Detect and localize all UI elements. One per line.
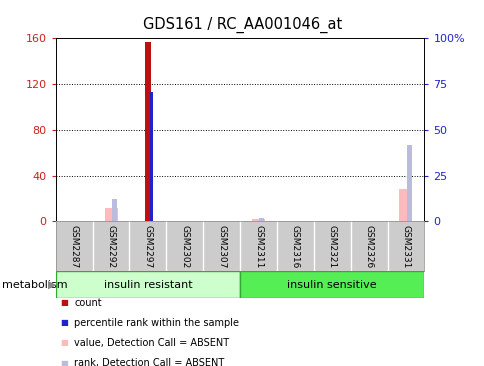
Bar <box>150 92 153 221</box>
Bar <box>252 219 264 221</box>
Bar <box>56 271 240 298</box>
Text: GSM2287: GSM2287 <box>70 225 78 269</box>
Text: GSM2316: GSM2316 <box>290 225 299 269</box>
Text: metabolism: metabolism <box>2 280 68 290</box>
Text: ■: ■ <box>60 298 68 307</box>
Bar <box>258 218 264 221</box>
Text: ■: ■ <box>60 339 68 347</box>
Text: insulin sensitive: insulin sensitive <box>287 280 376 290</box>
Bar <box>406 145 411 221</box>
Text: GSM2307: GSM2307 <box>217 225 226 269</box>
Bar <box>240 271 424 298</box>
Text: GDS161 / RC_AA001046_at: GDS161 / RC_AA001046_at <box>143 16 341 33</box>
Text: ■: ■ <box>60 318 68 327</box>
Bar <box>144 42 151 221</box>
Bar <box>399 190 411 221</box>
Text: GSM2311: GSM2311 <box>254 225 262 269</box>
Text: GSM2292: GSM2292 <box>106 225 115 269</box>
Text: ■: ■ <box>60 359 68 366</box>
Text: insulin resistant: insulin resistant <box>104 280 192 290</box>
Text: count: count <box>74 298 102 308</box>
Text: GSM2321: GSM2321 <box>327 225 336 269</box>
Text: GSM2331: GSM2331 <box>401 225 409 269</box>
Text: GSM2302: GSM2302 <box>180 225 189 269</box>
Text: GSM2297: GSM2297 <box>143 225 152 269</box>
Text: ▶: ▶ <box>47 280 56 290</box>
Text: GSM2326: GSM2326 <box>364 225 373 269</box>
Text: value, Detection Call = ABSENT: value, Detection Call = ABSENT <box>74 338 229 348</box>
Bar <box>105 208 117 221</box>
Text: percentile rank within the sample: percentile rank within the sample <box>74 318 239 328</box>
Bar <box>111 199 117 221</box>
Text: rank, Detection Call = ABSENT: rank, Detection Call = ABSENT <box>74 358 224 366</box>
